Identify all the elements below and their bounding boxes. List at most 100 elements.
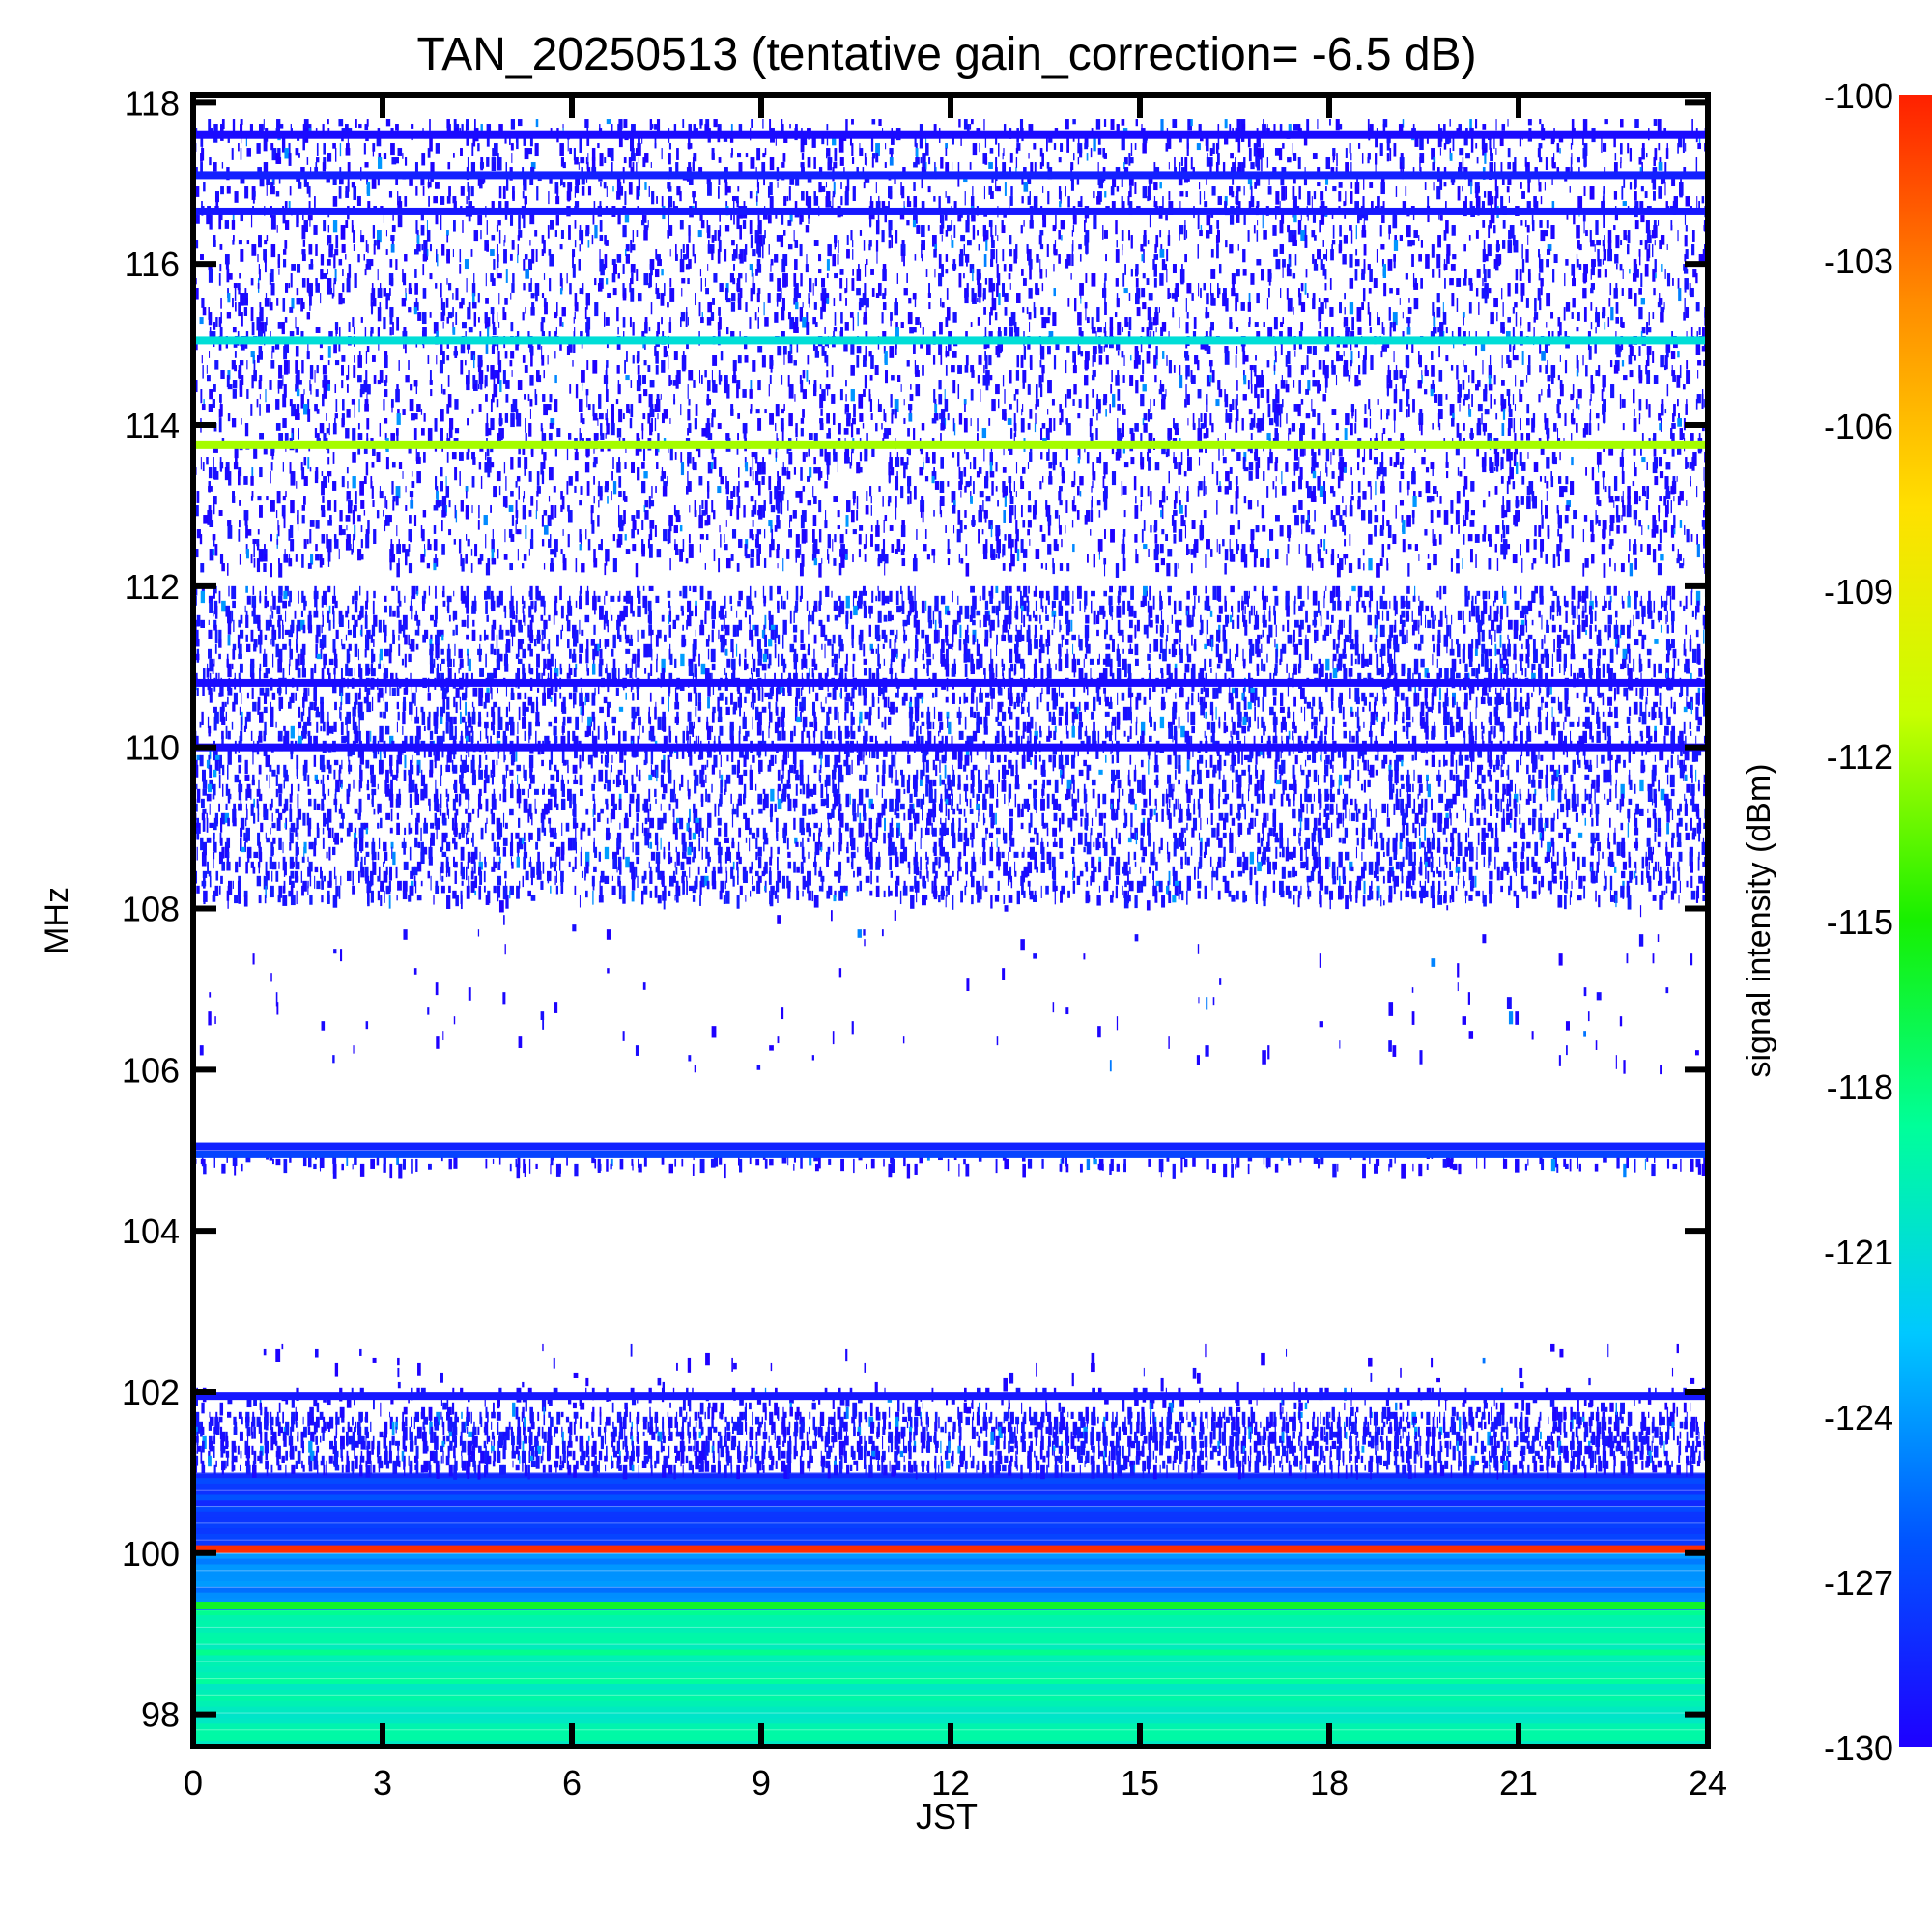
- heatmap-cell: [1065, 1460, 1069, 1472]
- heatmap-cell: [1506, 605, 1509, 618]
- heatmap-cell: [1471, 639, 1474, 649]
- heatmap-cell: [1243, 663, 1246, 669]
- heatmap-cell: [364, 1426, 369, 1435]
- heatmap-cell: [251, 610, 255, 617]
- heatmap-cell: [1537, 1450, 1540, 1460]
- heatmap-cell: [604, 639, 610, 647]
- heatmap-cell: [297, 668, 301, 678]
- heatmap-cell: [711, 1445, 715, 1453]
- heatmap-cell: [1620, 1402, 1625, 1415]
- heatmap-cell: [1355, 1445, 1359, 1452]
- heatmap-cell: [1060, 1416, 1065, 1431]
- heatmap-cell: [527, 1426, 532, 1433]
- heatmap-cell: [610, 1163, 612, 1170]
- heatmap-cell: [1399, 1402, 1403, 1410]
- heatmap-cell: [559, 663, 562, 671]
- heatmap-cell: [1634, 1158, 1636, 1173]
- heatmap-cell: [1166, 634, 1168, 642]
- heatmap-cell: [1641, 1460, 1644, 1470]
- heatmap-cell: [687, 1421, 690, 1436]
- heatmap-cell: [1506, 1445, 1509, 1455]
- heatmap-cell: [1232, 619, 1235, 629]
- heatmap-cell: [744, 1416, 747, 1432]
- heatmap-cell: [1028, 1431, 1033, 1439]
- heatmap-cell: [448, 1464, 453, 1477]
- heatmap-cell: [277, 1460, 280, 1466]
- heatmap-cell: [244, 605, 246, 613]
- heatmap-cell: [1666, 1426, 1670, 1440]
- heatmap-cell: [1640, 595, 1642, 605]
- heatmap-cell: [193, 1472, 1708, 1474]
- heatmap-cell: [698, 1416, 702, 1429]
- heatmap-cell: [686, 619, 688, 630]
- heatmap-cell: [245, 1445, 251, 1459]
- heatmap-cell: [813, 1426, 818, 1435]
- heatmap-cell: [851, 1450, 856, 1460]
- heatmap-cell: [477, 1464, 481, 1480]
- heatmap-cell: [1520, 619, 1525, 630]
- heatmap-cell: [429, 663, 435, 674]
- heatmap-cell: [1112, 1411, 1114, 1425]
- heatmap-cell: [1015, 1387, 1021, 1395]
- heatmap-cell: [757, 658, 762, 666]
- heatmap-cell: [1686, 1460, 1690, 1466]
- heatmap-cell: [517, 639, 523, 650]
- heatmap-cell: [800, 1445, 803, 1457]
- heatmap-cell: [966, 648, 971, 663]
- heatmap-cell: [240, 629, 244, 639]
- heatmap-cell: [524, 1455, 526, 1466]
- heatmap-cell: [366, 629, 371, 639]
- heatmap-cell: [467, 614, 469, 629]
- heatmap-cell: [453, 1445, 456, 1459]
- heatmap-cell: [1581, 590, 1587, 603]
- heatmap-cell: [694, 1450, 698, 1457]
- heatmap-cell: [265, 585, 267, 595]
- heatmap-cell: [870, 648, 874, 654]
- heatmap-cell: [971, 1397, 974, 1409]
- heatmap-cell: [1622, 1464, 1626, 1475]
- heatmap-cell: [1002, 624, 1004, 637]
- heatmap-cell: [1143, 1367, 1145, 1377]
- heatmap-cell: [610, 595, 615, 602]
- heatmap-cell: [1344, 634, 1350, 643]
- heatmap-cell: [662, 1381, 666, 1395]
- heatmap-cell: [529, 1406, 533, 1421]
- heatmap-cell: [496, 1411, 501, 1421]
- heatmap-cell: [616, 1460, 620, 1469]
- heatmap-cell: [661, 1153, 665, 1165]
- heatmap-cell: [1103, 590, 1108, 597]
- heatmap-cell: [511, 1440, 515, 1454]
- heatmap-cell: [693, 639, 697, 650]
- heatmap-cell: [1204, 643, 1208, 650]
- heatmap-cell: [947, 610, 951, 616]
- heatmap-cell: [984, 1464, 987, 1473]
- heatmap-cell: [365, 600, 368, 610]
- heatmap-cell: [888, 1421, 891, 1430]
- heatmap-cell: [1058, 1445, 1064, 1454]
- heatmap-cell: [826, 614, 830, 622]
- heatmap-cell: [1502, 1440, 1507, 1447]
- heatmap-cell: [957, 595, 959, 605]
- heatmap-cell: [1272, 1431, 1277, 1444]
- heatmap-cell: [1207, 1416, 1208, 1429]
- heatmap-cell: [1667, 643, 1670, 656]
- heatmap-cell: [314, 1348, 319, 1358]
- heatmap-cell: [1072, 590, 1074, 605]
- heatmap-cell: [1389, 600, 1391, 609]
- heatmap-cell: [697, 1411, 700, 1419]
- heatmap-cell: [908, 1445, 912, 1460]
- heatmap-cell: [1546, 624, 1549, 633]
- heatmap-cell: [1639, 663, 1643, 672]
- heatmap-cell: [566, 619, 571, 632]
- heatmap-cell: [1382, 1421, 1386, 1428]
- heatmap-cell: [1560, 1421, 1562, 1435]
- heatmap-cell: [799, 1426, 804, 1440]
- heatmap-cell: [1613, 1421, 1617, 1432]
- heatmap-cell: [281, 619, 284, 626]
- heatmap-cell: [1570, 1440, 1575, 1450]
- heatmap-cell: [882, 1426, 886, 1435]
- heatmap-cell: [1162, 1397, 1167, 1408]
- heatmap-cell: [1354, 634, 1359, 646]
- heatmap-cell: [1312, 1464, 1317, 1473]
- heatmap-cell: [1607, 1343, 1609, 1358]
